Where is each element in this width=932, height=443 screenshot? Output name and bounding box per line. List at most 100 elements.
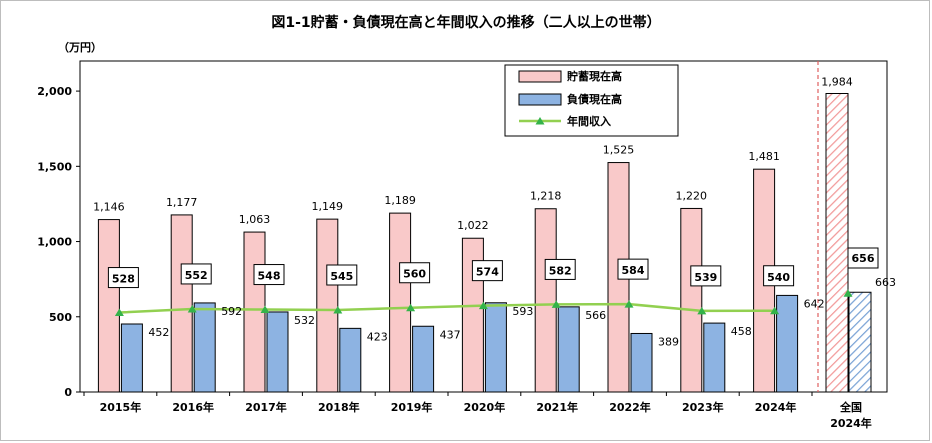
y-tick-label: 500 (49, 311, 72, 324)
x-tick-label-national-year: 2024年 (830, 416, 872, 430)
income-value-label: 552 (185, 269, 208, 282)
debt-bar (776, 294, 799, 393)
savings-bar (170, 214, 193, 393)
income-label-box (471, 260, 503, 282)
income-marker (187, 304, 197, 313)
savings-value-label: 1,218 (530, 190, 562, 203)
x-tick-label: 2024年 (755, 400, 797, 414)
savings-value-label: 1,063 (239, 213, 271, 226)
debt-value-label: 458 (731, 325, 752, 338)
plot-area: 0 500 1,000 1,500 2,000 (37, 60, 888, 399)
income-value-label: 540 (767, 271, 790, 284)
legend-swatch-savings (518, 70, 562, 83)
income-marker (406, 303, 416, 312)
income-label-box (690, 265, 722, 287)
savings-value-label: 1,481 (748, 150, 780, 163)
debt-value-label: 437 (440, 328, 461, 341)
debt-bar (266, 311, 289, 393)
income-marker (551, 300, 561, 308)
debt-value-label: 642 (804, 297, 825, 310)
debt-value-label: 566 (585, 309, 606, 322)
savings-bar (534, 208, 557, 393)
debt-bar (630, 332, 653, 393)
x-tick-label: 2017年 (245, 400, 287, 414)
label-layer: 1,146 452 2015年 1,177 592 2016年 1,063 532 2017年 1… (93, 75, 896, 430)
national-debt-label: 663 (875, 276, 896, 289)
national-debt-bar (848, 291, 872, 393)
debt-bar (703, 322, 726, 393)
income-value-label: 574 (476, 266, 499, 279)
savings-value-label: 1,149 (312, 200, 344, 213)
income-value-label: 582 (549, 264, 572, 277)
savings-bar (316, 218, 339, 393)
income-line (119, 302, 775, 314)
debt-bar (557, 306, 580, 393)
legend-swatch-debt (518, 93, 562, 106)
x-tick-label-national: 全国 (839, 400, 862, 414)
debt-bar (193, 302, 216, 393)
income-label-box (399, 262, 431, 284)
y-tick-label: 2,000 (37, 85, 72, 98)
legend-label-debt: 負債現在高 (567, 92, 622, 106)
x-tick-label: 2016年 (172, 400, 214, 414)
national-income-marker (843, 289, 853, 297)
income-label-box (763, 265, 795, 287)
income-value-label: 548 (258, 270, 281, 283)
income-value-label: 545 (330, 270, 353, 283)
x-tick-label: 2015年 (100, 400, 142, 414)
line-layer (114, 289, 853, 317)
debt-bar (412, 325, 435, 393)
income-value-label: 560 (403, 268, 426, 281)
income-marker (333, 306, 343, 314)
income-label-box (617, 258, 649, 280)
debt-bar (484, 302, 507, 393)
legend-label-savings: 貯蓄現在高 (567, 69, 622, 83)
chart-title: 図1-1貯蓄・負債現在高と年間収入の推移（二人以上の世帯） (271, 15, 661, 31)
debt-bar (339, 327, 362, 393)
savings-value-label: 1,189 (384, 194, 416, 207)
x-tick-label: 2022年 (609, 400, 651, 414)
savings-bar (97, 219, 120, 393)
savings-bar (680, 207, 703, 393)
debt-value-label: 389 (658, 335, 679, 348)
income-label-box (544, 258, 576, 280)
debt-bar (120, 323, 143, 393)
y-tick-label: 1,500 (37, 160, 72, 173)
income-value-label: 528 (112, 273, 135, 286)
x-tick-label: 2018年 (318, 400, 360, 414)
y-tick-label: 1,000 (37, 236, 72, 249)
debt-value-label: 593 (512, 305, 533, 318)
national-savings-label: 1,984 (821, 75, 853, 88)
y-unit-label: （万円） (58, 41, 102, 54)
legend-label-income: 年間収入 (567, 114, 611, 128)
income-marker (478, 301, 488, 310)
x-tick-label: 2019年 (391, 400, 433, 414)
x-tick-label: 2020年 (464, 400, 506, 414)
debt-value-label: 452 (148, 326, 169, 339)
savings-value-label: 1,220 (676, 189, 708, 202)
savings-value-label: 1,022 (457, 219, 489, 232)
income-marker (260, 305, 270, 314)
legend-swatch-income-marker (535, 117, 545, 125)
national-savings-bar (825, 92, 849, 393)
savings-value-label: 1,177 (166, 196, 198, 209)
income-label-box (326, 264, 358, 286)
savings-value-label: 1,146 (93, 201, 125, 214)
national-income-label: 656 (852, 252, 875, 265)
income-label-box (253, 264, 285, 286)
income-value-label: 584 (622, 264, 645, 277)
income-label-box (180, 263, 212, 285)
national-income-box (847, 247, 879, 269)
debt-value-label: 592 (221, 305, 242, 318)
savings-bar (389, 212, 412, 393)
income-marker (114, 308, 124, 317)
y-tick-label: 0 (64, 386, 72, 399)
debt-value-label: 532 (294, 314, 315, 327)
x-tick-label: 2023年 (682, 400, 724, 414)
income-marker (770, 306, 780, 315)
income-marker (697, 306, 707, 315)
income-marker (624, 300, 634, 308)
